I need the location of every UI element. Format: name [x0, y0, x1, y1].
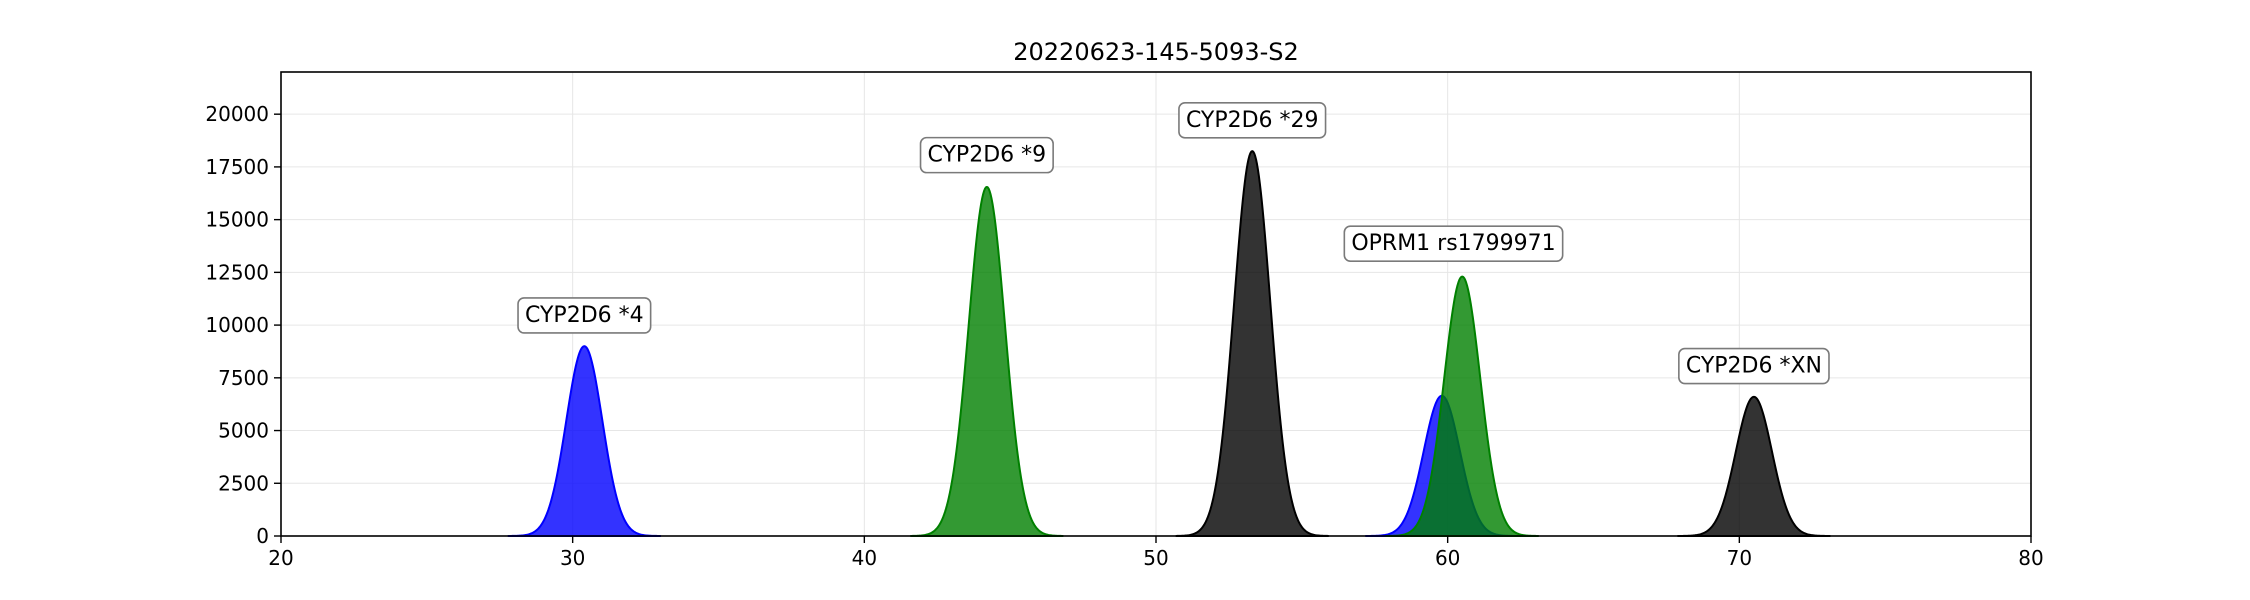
y-tick-label: 7500	[218, 366, 269, 390]
y-tick-label: 15000	[205, 208, 269, 232]
annotation-box	[1678, 347, 1830, 385]
x-tick-label: 60	[1435, 546, 1460, 570]
y-tick-label: 10000	[205, 313, 269, 337]
y-tick-label: 12500	[205, 260, 269, 284]
annotation-box	[919, 136, 1054, 174]
annotation-layer: CYP2D6 *4 CYP2D6 *9 CYP2D6 *29 OPRM1 rs1799…	[517, 102, 1830, 385]
annotation-box	[517, 297, 652, 334]
series-layer	[507, 150, 1831, 537]
annotation-box	[1343, 225, 1564, 263]
y-tick-label: 0	[256, 524, 269, 548]
peak-annotation: CYP2D6 *9	[919, 136, 1054, 174]
annotation-label: CYP2D6 *4	[525, 303, 644, 328]
peak-annotation: OPRM1 rs1799971	[1343, 225, 1564, 263]
x-tick-label: 50	[1143, 546, 1168, 570]
y-tick-label: 2500	[218, 471, 269, 495]
annotation-label: OPRM1 rs1799971	[1351, 231, 1555, 256]
chart-title: 20220623-145-5093-S2	[1013, 38, 1299, 66]
green-peak	[909, 185, 1064, 537]
black-peak	[1676, 395, 1831, 537]
annotation-label: CYP2D6 *29	[1186, 108, 1319, 133]
y-tick-label: 20000	[205, 102, 269, 126]
y-tick-label: 17500	[205, 155, 269, 179]
annotation-label: CYP2D6 *9	[928, 143, 1047, 168]
x-tick-label: 70	[1727, 546, 1752, 570]
annotation-box	[1178, 102, 1327, 139]
peak-annotation: CYP2D6 *29	[1178, 102, 1327, 139]
annotation-label: CYP2D6 *XN	[1686, 354, 1822, 379]
black-peak	[1175, 150, 1330, 537]
peak-annotation: CYP2D6 *4	[517, 297, 652, 334]
x-tick-label: 40	[852, 546, 877, 570]
y-tick-label: 5000	[218, 419, 269, 443]
tick-layer: 20 30 40 50 60 70 80 0 2500 5000 7500 10000 12500 150…	[205, 102, 2043, 570]
x-tick-label: 30	[560, 546, 585, 570]
green-peak	[1385, 275, 1540, 537]
x-tick-label: 20	[268, 546, 293, 570]
blue-peak	[507, 345, 662, 537]
peak-annotation: CYP2D6 *XN	[1678, 347, 1830, 385]
x-tick-label: 80	[2018, 546, 2043, 570]
